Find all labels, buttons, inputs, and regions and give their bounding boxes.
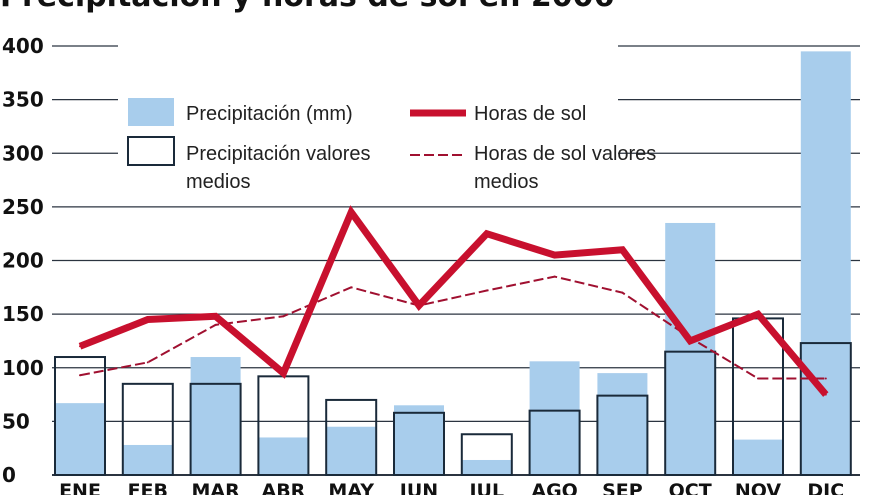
x-tick-label-dic: DIC — [807, 480, 844, 495]
legend-label-3-line-1: medios — [474, 171, 538, 193]
point-horas-sol-ago — [553, 254, 556, 257]
legend: Precipitación (mm) Horas de sol Precipitac… — [118, 24, 656, 200]
line-layer — [78, 205, 829, 397]
legend-label-2-line-0: Precipitación valores — [186, 143, 371, 165]
y-tick-label-250: 250 — [2, 195, 44, 219]
point-horas-sol-media-sep — [621, 291, 624, 294]
bar-precipitacion-media-dic — [799, 342, 852, 476]
y-tick-label-200: 200 — [2, 249, 44, 273]
chart-title: Precipitación y horas de sol en 2006 — [0, 0, 614, 14]
x-tick-label-feb: FEB — [128, 480, 168, 495]
bar-precipitacion-media-feb — [121, 382, 174, 476]
point-horas-sol-media-jul — [485, 289, 488, 292]
point-horas-sol-media-feb — [146, 361, 149, 364]
bar-precipitacion-media-jun — [393, 411, 445, 477]
legend-label-3-line-0: Horas de sol valores — [474, 143, 656, 165]
x-tick-label-mar: MAR — [191, 480, 240, 495]
y-tick-label-350: 350 — [2, 88, 44, 112]
point-horas-sol-media-ago — [553, 275, 556, 278]
point-horas-sol-may — [350, 211, 353, 214]
y-tick-label-50: 50 — [2, 409, 30, 433]
point-horas-sol-sep — [621, 248, 624, 251]
point-horas-sol-media-abr — [282, 315, 285, 318]
point-horas-sol-media-may — [350, 286, 353, 289]
bar-precipitacion-feb — [122, 444, 173, 475]
bar-precipitacion-oct — [665, 222, 716, 475]
bar-layer — [54, 51, 852, 477]
x-tick-label-ago: AGO — [531, 480, 577, 495]
y-tick-label-150: 150 — [2, 302, 44, 326]
point-horas-sol-oct — [689, 339, 692, 342]
point-horas-sol-jun — [418, 304, 420, 307]
legend-label-0-line-0: Precipitación (mm) — [186, 103, 353, 125]
line-horas-sol — [78, 205, 829, 397]
point-horas-sol-dic — [824, 393, 827, 396]
bar-precipitacion-media-may — [325, 398, 378, 476]
point-horas-sol-media-nov — [757, 377, 759, 380]
point-horas-sol-media-mar — [214, 323, 217, 326]
x-tick-label-jul: JUL — [467, 480, 504, 495]
x-tick-label-may: MAY — [328, 480, 374, 495]
x-tick-label-nov: NOV — [735, 480, 782, 495]
point-horas-sol-jul — [485, 232, 488, 235]
legend-label-2-line-1: medios — [186, 171, 250, 193]
x-tick-label-sep: SEP — [602, 480, 643, 495]
legend-swatch-precipitacion-media — [127, 136, 175, 166]
point-horas-sol-abr — [282, 372, 285, 375]
bar-precipitacion-media-ago — [528, 409, 581, 476]
y-tick-label-100: 100 — [2, 356, 44, 380]
bar-precipitacion-dic — [800, 51, 851, 476]
legend-label-1-line-0: Horas de sol — [474, 103, 586, 125]
bar-precipitacion-media-oct — [664, 350, 717, 477]
bar-precipitacion-media-ene — [54, 356, 106, 476]
point-horas-sol-media-dic — [824, 377, 827, 380]
bar-precipitacion-ene — [55, 403, 105, 475]
bar-precipitacion-may — [326, 426, 377, 475]
legend-background — [118, 24, 618, 200]
x-tick-label-abr: ABR — [261, 480, 305, 495]
line-horas-sol-media — [79, 275, 826, 380]
bar-precipitacion-abr — [258, 437, 309, 475]
y-tick-label-400: 400 — [2, 34, 44, 58]
y-tick-label-0: 0 — [2, 463, 16, 487]
legend-swatch-precipitacion — [128, 98, 174, 126]
bar-precipitacion-nov — [733, 439, 783, 475]
bar-precipitacion-jul — [461, 459, 512, 475]
point-horas-sol-nov — [757, 313, 759, 316]
bar-precipitacion-media-mar — [189, 382, 242, 476]
bar-precipitacion-sep — [597, 373, 648, 475]
bar-precipitacion-mar — [190, 357, 241, 475]
bar-precipitacion-media-sep — [596, 394, 649, 477]
x-tick-label-ene: ENE — [59, 480, 101, 495]
point-horas-sol-ene — [79, 345, 81, 348]
bar-precipitacion-jun — [394, 405, 444, 475]
x-tick-label-oct: OCT — [669, 480, 712, 495]
point-horas-sol-media-ene — [79, 374, 81, 377]
bar-precipitacion-ago — [529, 361, 580, 475]
bar-precipitacion-media-jul — [460, 433, 513, 476]
point-horas-sol-feb — [146, 318, 149, 321]
x-tick-label-jun: JUN — [398, 480, 438, 495]
y-tick-label-300: 300 — [2, 141, 44, 165]
axis-layer: 0 50 100 150 200 250 300 350 400 ENE FEB MAR ABR MAY J… — [2, 34, 844, 495]
point-horas-sol-mar — [214, 315, 217, 318]
